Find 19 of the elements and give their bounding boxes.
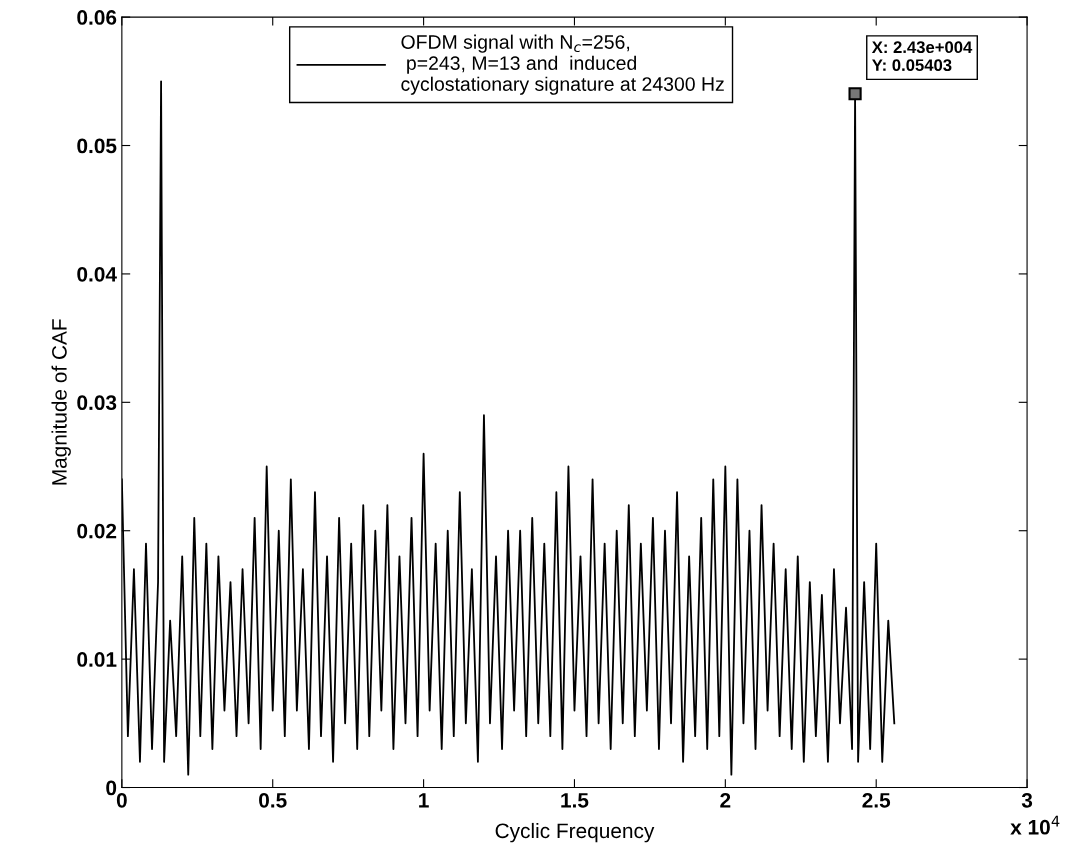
x-tick-label: 2 [720, 792, 731, 808]
y-axis-title: Magnitude of CAF [51, 319, 71, 485]
x-tick-label: 3 [1021, 792, 1033, 808]
x-tick-label: 1 [419, 793, 429, 808]
y-tick-label: 0.03 [77, 395, 117, 411]
legend-label: OFDM signal with N$_{c}$=256, p=243, M=13 and induced cyclostationary signature at 24300 Hz [401, 34, 724, 95]
y-tick-label: 0.01 [77, 652, 117, 667]
x-axis-title: Cyclic Frequency [495, 822, 655, 843]
y-tick-label: 0.05 [77, 138, 117, 154]
x-tick-label: 1.5 [561, 793, 589, 808]
y-tick-label: 0 [106, 780, 117, 796]
x-tick-label: 2.5 [862, 792, 891, 808]
annotation: X: 2.43e+004 Y: 0.05403 [871, 41, 973, 72]
y-tick-label: 0.04 [77, 266, 117, 282]
x-tick-label: 0.5 [259, 792, 287, 808]
x-tick-label: 0 [116, 792, 127, 808]
text: x 10$^{4}$ [1010, 815, 1060, 835]
y-tick-label: 0.02 [77, 523, 117, 539]
y-tick-label: 0.06 [77, 10, 117, 25]
